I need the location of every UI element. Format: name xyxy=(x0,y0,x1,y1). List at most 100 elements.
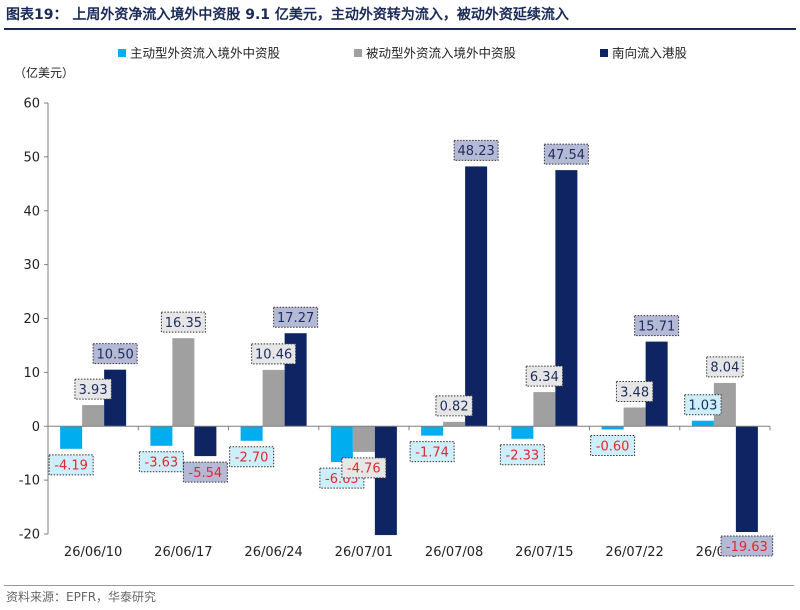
data-label-box xyxy=(273,306,319,328)
y-tick-label: 10 xyxy=(23,366,40,381)
data-label: 10.50 xyxy=(92,343,138,365)
data-label: 16.35 xyxy=(160,311,206,333)
legend-item: 南向流入港股 xyxy=(600,46,688,61)
bar xyxy=(82,405,105,427)
data-label-text: -4.19 xyxy=(54,459,88,474)
bar xyxy=(691,420,714,427)
bar xyxy=(465,166,488,427)
x-axis: 26/06/10 26/06/17 26/06/24 26/07/01 26/07/08… xyxy=(47,425,771,560)
data-label: -1.74 xyxy=(409,441,455,463)
data-label: -4.76 xyxy=(341,457,387,479)
bar xyxy=(421,426,444,436)
legend-swatch xyxy=(354,49,362,57)
legend-item: 主动型外资流入境外中资股 xyxy=(118,46,281,61)
data-label-box xyxy=(182,461,228,483)
data-label-box xyxy=(615,381,654,403)
data-label-box xyxy=(74,378,112,400)
bar xyxy=(555,170,578,427)
y-tick-label: 0 xyxy=(32,420,40,435)
data-label-text: 3.48 xyxy=(620,385,649,400)
figure-title: 图表19： 上周外资净流入境外中资股 9.1 亿美元，主动外资转为流入，被动外资… xyxy=(6,7,569,23)
title-rule xyxy=(4,28,796,30)
data-label: -0.60 xyxy=(590,434,636,456)
data-label: -5.54 xyxy=(182,461,228,483)
bar xyxy=(713,382,736,427)
data-label-box xyxy=(435,395,473,417)
legend-label: 南向流入港股 xyxy=(612,46,688,61)
data-label: 47.54 xyxy=(543,143,589,165)
data-label-text: -5.54 xyxy=(189,466,223,481)
x-tick-label: 26/06/17 xyxy=(154,545,212,560)
data-label-text: -2.33 xyxy=(506,449,540,464)
data-label-box xyxy=(92,343,138,365)
data-label: 3.93 xyxy=(74,378,112,400)
data-label-box xyxy=(634,315,680,337)
y-tick-label: 30 xyxy=(23,258,40,273)
bar xyxy=(60,426,83,449)
bar xyxy=(511,426,534,439)
data-label: 15.71 xyxy=(634,315,680,337)
data-label: 1.03 xyxy=(684,394,722,416)
bar xyxy=(374,426,397,536)
data-label-text: 16.35 xyxy=(165,316,202,331)
data-label-box xyxy=(499,444,545,466)
legend-swatch xyxy=(600,49,608,57)
legend-swatch xyxy=(118,49,126,57)
bar xyxy=(262,369,285,427)
data-label-box xyxy=(341,457,387,479)
data-label-box xyxy=(160,311,206,333)
data-labels: -4.19 -3.63 -2.70-6.65-1.74 -2.33-0.601.033… xyxy=(48,139,774,557)
data-label-box xyxy=(590,434,636,456)
bar xyxy=(240,426,263,441)
data-label-text: -19.63 xyxy=(726,540,768,555)
x-tick-label: 26/06/24 xyxy=(244,545,302,560)
data-label-text: 8.04 xyxy=(710,361,739,376)
x-tick-label: 26/07/08 xyxy=(425,545,483,560)
data-label-text: 17.27 xyxy=(277,311,314,326)
y-tick-label: -10 xyxy=(19,474,40,489)
data-label-text: 3.93 xyxy=(79,383,108,398)
chart-legend: 主动型外资流入境外中资股 被动型外资流入境外中资股 南向流入港股 xyxy=(118,46,688,61)
y-tick-label: 50 xyxy=(23,150,40,165)
data-label: 8.04 xyxy=(706,356,744,378)
y-axis: -20 -10 0 10 20 30 40 50 60 xyxy=(19,97,49,543)
bar xyxy=(194,426,217,457)
data-label-text: 10.50 xyxy=(97,347,134,362)
y-tick-label: -20 xyxy=(19,528,40,543)
bar xyxy=(645,341,668,427)
y-tick-label: 60 xyxy=(23,97,40,112)
bar xyxy=(735,426,758,533)
bar xyxy=(601,426,624,430)
bar xyxy=(172,338,195,427)
data-label: -3.63 xyxy=(138,451,184,473)
data-label-text: -3.63 xyxy=(145,456,179,471)
data-label-text: 47.54 xyxy=(548,148,585,163)
data-label-box xyxy=(706,356,744,378)
data-label-box xyxy=(453,139,499,161)
bar xyxy=(443,421,466,427)
data-label-box xyxy=(251,343,297,365)
data-label: -2.33 xyxy=(499,444,545,466)
data-label-text: -1.74 xyxy=(415,445,449,460)
y-axis-label: （亿美元） xyxy=(14,65,74,80)
data-label: 17.27 xyxy=(273,306,319,328)
bar xyxy=(533,392,556,427)
bar xyxy=(150,426,173,446)
data-label-box xyxy=(409,441,455,463)
bar xyxy=(352,426,375,452)
data-label-text: -0.60 xyxy=(596,439,630,454)
bar xyxy=(623,407,646,427)
legend-item: 被动型外资流入境外中资股 xyxy=(354,46,517,61)
legend-label: 主动型外资流入境外中资股 xyxy=(130,46,281,61)
data-label-text: -2.70 xyxy=(235,451,269,466)
data-label-box xyxy=(525,365,564,387)
data-label-text: 6.34 xyxy=(530,370,559,385)
data-label: 10.46 xyxy=(251,343,297,365)
data-label-box xyxy=(543,143,589,165)
data-label-box xyxy=(720,535,774,557)
data-label: -4.19 xyxy=(48,454,94,476)
data-label: 6.34 xyxy=(525,365,564,387)
x-tick-label: 26/07/15 xyxy=(515,545,573,560)
bar-series xyxy=(60,166,758,536)
footer-rule xyxy=(4,585,794,586)
